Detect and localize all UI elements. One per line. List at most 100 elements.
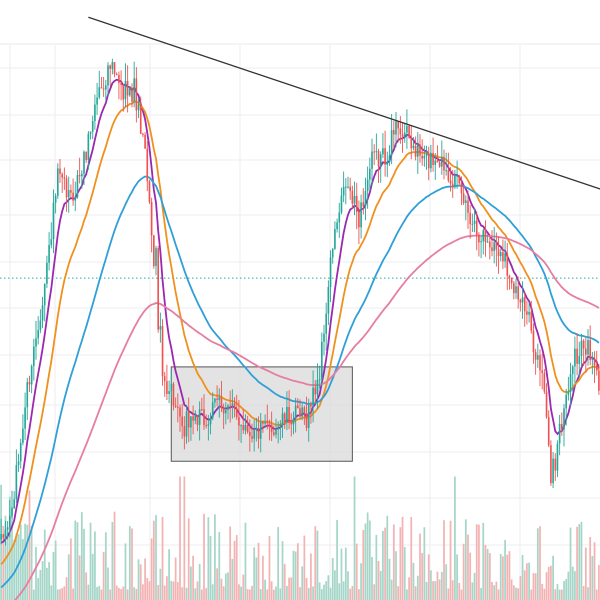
- volume-bar-187: [408, 577, 410, 600]
- volume-bar-58: [126, 589, 129, 600]
- candle-15: [32, 338, 35, 381]
- volume-bar-168: [366, 512, 369, 600]
- candle-37: [80, 170, 83, 189]
- candle-43: [94, 94, 96, 130]
- candle-91: [198, 401, 201, 441]
- volume-bar-206: [449, 520, 452, 600]
- volume-bar-63: [137, 559, 140, 600]
- volume-bar-57: [124, 543, 127, 600]
- candle-82: [179, 404, 181, 432]
- candle-23: [50, 222, 53, 249]
- candle-103: [224, 402, 227, 425]
- candle-90: [196, 414, 199, 432]
- volume-bar-139: [303, 535, 306, 600]
- candle-48: [104, 79, 107, 101]
- candle-169: [368, 157, 371, 192]
- candle-10: [22, 414, 24, 446]
- candle-164: [358, 200, 360, 245]
- volume-bar-135: [294, 551, 297, 600]
- candle-192: [419, 134, 421, 163]
- candle-0: [0, 518, 2, 545]
- candle-213: [464, 195, 467, 221]
- volume-bar-274: [598, 564, 600, 600]
- candle-241: [526, 300, 528, 325]
- volume-bar-120: [262, 555, 264, 600]
- volume-bar-32: [70, 538, 72, 600]
- candle-89: [194, 410, 197, 425]
- volume-bar-177: [386, 515, 389, 600]
- candle-249: [543, 368, 546, 394]
- candle-189: [412, 136, 415, 151]
- candle-273: [595, 350, 598, 376]
- candle-150: [327, 280, 330, 325]
- candle-149: [325, 302, 328, 351]
- candle-214: [467, 190, 469, 229]
- volume-bar-88: [192, 555, 194, 600]
- volume-bar-273: [595, 589, 598, 600]
- candle-73: [159, 312, 162, 343]
- volume-bar-257: [560, 589, 563, 600]
- candle-95: [207, 414, 210, 441]
- candle-53: [115, 72, 118, 76]
- candle-138: [301, 402, 304, 421]
- volume-bar-136: [296, 543, 299, 600]
- volume-bar-8: [17, 534, 20, 600]
- candle-159: [347, 176, 349, 189]
- candle-21: [46, 255, 48, 288]
- candle-132: [288, 390, 290, 430]
- volume-bar-105: [229, 526, 232, 600]
- volume-bar-72: [157, 584, 160, 600]
- volume-bar-65: [142, 584, 144, 600]
- candle-274: [598, 364, 600, 396]
- volume-bars: [0, 476, 600, 600]
- volume-bar-104: [227, 572, 229, 600]
- candle-30: [65, 175, 68, 212]
- volume-bar-190: [414, 586, 417, 600]
- candle-67: [146, 141, 149, 192]
- volume-bar-92: [200, 589, 203, 600]
- volume-bar-35: [76, 522, 79, 600]
- candle-98: [214, 397, 216, 408]
- consolidation-box: [170, 366, 353, 462]
- volume-bar-121: [264, 579, 266, 600]
- candle-224: [488, 235, 491, 260]
- candle-226: [493, 226, 496, 264]
- candle-209: [456, 160, 458, 189]
- volume-bar-196: [427, 554, 430, 600]
- candle-155: [338, 202, 341, 238]
- candle-125: [272, 425, 275, 437]
- candle-137: [299, 399, 301, 419]
- candle-88: [192, 405, 194, 435]
- volume-bar-155: [338, 583, 341, 600]
- volume-bar-231: [504, 539, 506, 600]
- candle-206: [449, 167, 452, 192]
- candle-74: [161, 319, 164, 386]
- volume-bar-14: [30, 525, 33, 600]
- candle-133: [290, 413, 293, 437]
- candle-271: [591, 351, 594, 375]
- volume-bar-101: [220, 578, 223, 600]
- candle-106: [231, 389, 234, 419]
- volume-bar-181: [395, 551, 397, 600]
- candle-24: [52, 189, 55, 254]
- volume-bar-233: [508, 551, 511, 600]
- candle-177: [386, 151, 389, 178]
- volume-bar-40: [87, 584, 90, 600]
- candle-262: [571, 364, 574, 392]
- volume-bar-3: [6, 533, 9, 600]
- candle-38: [83, 150, 85, 186]
- volume-bar-154: [336, 520, 338, 600]
- volume-bar-51: [111, 522, 114, 600]
- candle-111: [242, 409, 245, 434]
- volume-bar-198: [432, 581, 434, 600]
- candle-12: [26, 378, 29, 421]
- volume-bar-103: [224, 573, 227, 600]
- volume-bar-146: [318, 582, 321, 600]
- volume-bar-255: [556, 583, 559, 600]
- candle-231: [504, 240, 506, 268]
- candle-11: [24, 392, 26, 441]
- candle-180: [392, 120, 395, 149]
- volume-bar-138: [301, 566, 304, 600]
- candle-52: [113, 62, 116, 78]
- candle-243: [530, 300, 533, 334]
